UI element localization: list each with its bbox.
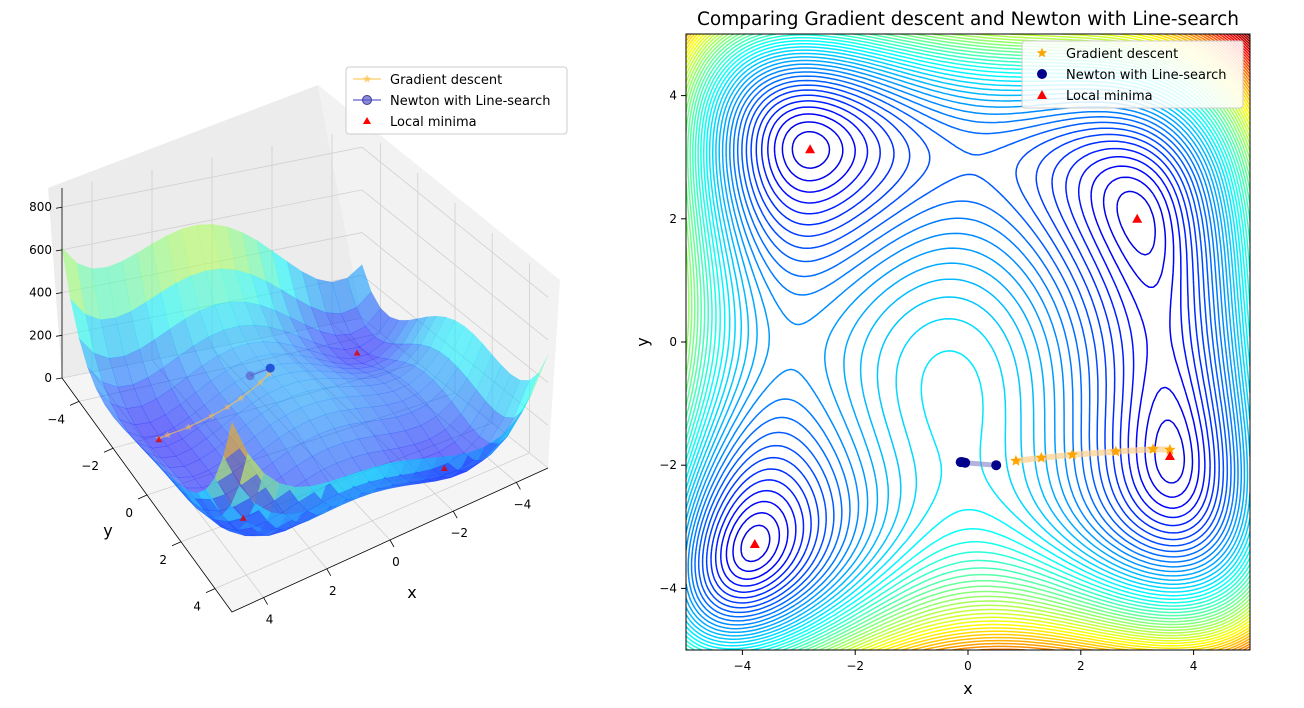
local-minimum: [805, 144, 816, 154]
legend-label-newton: Newton with Line-search: [390, 94, 550, 109]
contour-level: [686, 43, 1250, 650]
local-minimum-3d: [155, 435, 163, 443]
x-axis-label: x: [963, 679, 972, 698]
y-tick-label-3d: −4: [47, 412, 65, 426]
x-tick-label: 4: [1190, 659, 1198, 673]
y-tick-label-3d: −2: [81, 459, 99, 473]
ticks-2d: −4 −2 0 2 4 −4 −2 0 2 4: [659, 89, 1197, 673]
contour-level: [732, 121, 1194, 572]
x-tick-label: 2: [1077, 659, 1085, 673]
legend-label-minima-2d: Local minima: [1066, 89, 1153, 104]
gradient-point: [1164, 443, 1176, 455]
y-axis-label: y: [633, 337, 652, 346]
y-tick-label: 4: [669, 89, 677, 103]
y-tick-label: −2: [659, 458, 677, 472]
gradient-point-3d: [163, 430, 172, 439]
z-tick-label: 200: [29, 328, 52, 342]
gradient-point-3d: [236, 394, 245, 402]
trajectories-3d: [155, 349, 448, 521]
gradient-point-3d: [256, 378, 264, 386]
contour-level: [687, 67, 1239, 626]
trajectories-2d: [749, 144, 1176, 549]
local-minimum: [1164, 450, 1175, 460]
surface-plot-3d: 0 200 400 600 800 −4 −2 0 2 4 −4 −2 0 2 4 x y Gradient…: [29, 66, 568, 627]
contour-level: [1238, 34, 1250, 45]
surface-cell: [244, 533, 270, 537]
ticks-3d: 0 200 400 600 800 −4 −2 0 2 4 −4 −2 0 2 4: [29, 188, 549, 627]
contour-level: [725, 113, 1200, 580]
contour-level: [705, 89, 1220, 604]
surface-cell: [394, 482, 420, 487]
gradient-point-3d: [223, 403, 232, 411]
contour-level: [710, 94, 1216, 599]
gradient-point: [1147, 443, 1159, 454]
y-tick-label-3d: 0: [125, 506, 133, 520]
local-minimum-3d: [440, 464, 448, 471]
contour-level: [694, 75, 1232, 618]
newton-point-3d: [265, 363, 275, 373]
gradient-point: [1010, 454, 1022, 466]
gradient-point: [1035, 451, 1047, 463]
newton-point-3d: [245, 371, 255, 381]
gradient-point: [1066, 448, 1078, 460]
contour-level: [701, 84, 1225, 609]
y-tick-label: −4: [659, 581, 677, 595]
legend-label-minima: Local minima: [390, 115, 477, 130]
z-tick-label: 400: [29, 286, 52, 300]
surface-cell: [378, 484, 404, 490]
y-axis-label-3d: y: [103, 521, 112, 540]
y-tick-label-3d: 2: [159, 553, 167, 567]
x-tick-label: −2: [846, 659, 864, 673]
local-minimum: [1132, 213, 1143, 223]
surface-mesh: [61, 223, 549, 537]
x-tick-label-3d: 4: [266, 613, 274, 627]
legend-3d: Gradient descent Newton with Line-search…: [345, 66, 568, 135]
contour-level: [714, 100, 1211, 593]
surface-cell: [402, 316, 428, 345]
local-minimum-3d: [239, 514, 247, 521]
chart-title: Comparing Gradient descent and Newton wi…: [697, 9, 1239, 30]
surface-cell: [410, 479, 436, 484]
z-tick-label: 800: [29, 200, 52, 214]
gradient-point: [1110, 445, 1122, 457]
newton-point: [955, 457, 966, 468]
newton-point: [991, 460, 1002, 471]
legend-label-gradient: Gradient descent: [390, 73, 502, 88]
legend-2d: Gradient descent Newton with Line-search…: [1021, 40, 1244, 109]
x-axis-label-3d: x: [407, 583, 416, 602]
z-tick-label: 0: [44, 371, 52, 385]
y-tick-label-3d: 4: [193, 600, 201, 614]
x-tick-label-3d: 0: [392, 555, 400, 569]
x-tick-label-3d: 2: [329, 584, 337, 598]
y-tick-label: 2: [669, 212, 677, 226]
contour-level: [720, 106, 1206, 587]
contour-level: [697, 79, 1229, 614]
x-tick-label-3d: −2: [450, 526, 468, 540]
surface-cell: [252, 528, 279, 537]
z-tick-label: 600: [29, 243, 52, 257]
local-minimum: [749, 539, 760, 549]
x-tick-label: −4: [734, 659, 752, 673]
legend-label-newton-2d: Newton with Line-search: [1066, 68, 1226, 83]
gradient-path-3d: [158, 373, 270, 440]
gradient-point-3d: [184, 423, 193, 431]
gradient-point-3d: [207, 411, 216, 420]
contour-level: [690, 71, 1236, 622]
gradient-point-3d: [265, 369, 274, 377]
y-tick-label: 0: [669, 335, 677, 349]
contour-level: [686, 49, 1250, 644]
local-minimum-3d: [353, 349, 361, 356]
contour-plot: Comparing Gradient descent and Newton wi…: [633, 9, 1251, 698]
x-tick-label-3d: −4: [514, 497, 532, 511]
x-tick-label: 0: [964, 659, 972, 673]
legend-label-gradient-2d: Gradient descent: [1066, 47, 1178, 62]
